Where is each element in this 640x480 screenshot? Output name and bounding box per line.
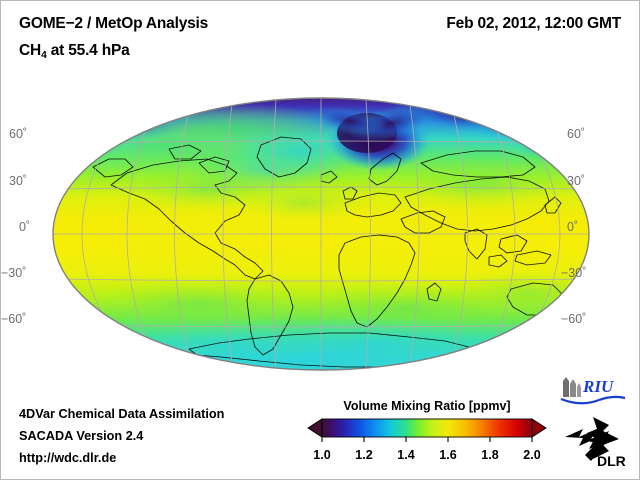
lat-label-right-m60: −60˚ xyxy=(561,312,587,326)
colorbar-tick-labels: 1.0 1.2 1.4 1.6 1.8 2.0 xyxy=(306,448,548,464)
colorbar-tick-3: 1.4 xyxy=(397,448,415,462)
species-level-label: CH4 at 55.4 hPa xyxy=(19,42,130,61)
colorbar-tick-4: 1.6 xyxy=(439,448,457,462)
lat-label-left-30: 30˚ xyxy=(9,174,28,188)
footer-line-method: 4DVar Chemical Data Assimilation xyxy=(19,407,225,421)
lat-label-left-60: 60˚ xyxy=(9,127,28,141)
species-name: CH xyxy=(19,42,41,59)
dlr-logo: DLR xyxy=(565,417,626,469)
colorbar-tick-5: 1.8 xyxy=(481,448,499,462)
page-title: GOME−2 / MetOp Analysis xyxy=(19,15,209,32)
riu-wordmark: RIU xyxy=(582,377,614,396)
footer-credits: 4DVar Chemical Data Assimilation SACADA … xyxy=(19,403,224,469)
colorbar-tick-6: 2.0 xyxy=(523,448,541,462)
world-map-mollweide xyxy=(52,97,590,371)
riu-logo: RIU xyxy=(560,377,626,405)
lat-label-right-0: 0˚ xyxy=(567,220,579,234)
map-panel: 60˚ 30˚ 0˚ −30˚ −60˚ 60˚ 30˚ 0˚ −30˚ −60… xyxy=(1,93,593,375)
colorbar-gradient xyxy=(307,418,547,442)
footer-line-url: http://wdc.dlr.de xyxy=(19,451,117,465)
lat-label-left-0: 0˚ xyxy=(19,220,31,234)
colorbar: Volume Mixing Ratio [ppmv] xyxy=(306,399,548,464)
graticule xyxy=(53,98,589,370)
lat-label-left-m30: −30˚ xyxy=(1,266,27,280)
colorbar-cap-low xyxy=(307,418,323,438)
pressure-level: at 55.4 hPa xyxy=(46,42,130,59)
species-subscript: 4 xyxy=(41,49,47,61)
observation-datetime: Feb 02, 2012, 12:00 GMT xyxy=(446,15,621,32)
lat-label-right-60: 60˚ xyxy=(567,127,586,141)
dlr-wordmark: DLR xyxy=(597,453,626,469)
colorbar-ticks xyxy=(321,437,533,442)
footer-line-version: SACADA Version 2.4 xyxy=(19,429,144,443)
map-outline xyxy=(52,97,590,371)
lat-label-right-m30: −30˚ xyxy=(561,266,587,280)
lat-label-right-30: 30˚ xyxy=(567,174,586,188)
lat-label-left-m60: −60˚ xyxy=(1,312,27,326)
colorbar-title: Volume Mixing Ratio [ppmv] xyxy=(343,399,511,413)
dlr-mark xyxy=(565,417,619,461)
colorbar-cap-high xyxy=(531,418,547,438)
colorbar-tick-2: 1.2 xyxy=(355,448,373,462)
colorbar-tick-1: 1.0 xyxy=(313,448,331,462)
